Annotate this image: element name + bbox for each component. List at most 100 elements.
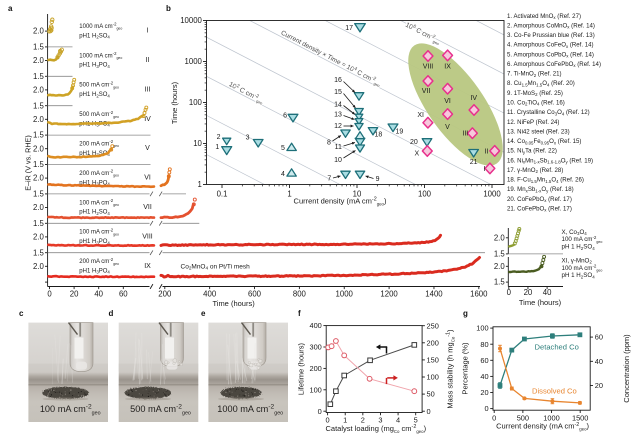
svg-text:0: 0	[492, 414, 496, 423]
svg-text:1000 mA cm-2​​geo​: 1000 mA cm-2​​geo​	[79, 22, 122, 31]
svg-text:pH1 H3​PO4​: pH1 H3​PO4​	[79, 180, 110, 186]
svg-text:2. Amorphous CoMnOx​ (Ref. 14): 2. Amorphous CoMnOx​ (Ref. 14)	[507, 22, 595, 29]
svg-text:I: I	[483, 166, 485, 173]
svg-text:5: 5	[414, 416, 418, 425]
svg-text:pH1 H2​SO4​: pH1 H2​SO4​	[79, 210, 110, 216]
svg-text:10. Co2​TiO4​ (Ref. 16): 10. Co2​TiO4​ (Ref. 16)	[507, 100, 565, 107]
svg-text:20: 20	[595, 381, 603, 390]
svg-text:2.0: 2.0	[33, 144, 45, 153]
svg-text:2.0: 2.0	[494, 233, 506, 242]
svg-text:250: 250	[427, 321, 439, 330]
svg-text:pH1 H3​PO4​: pH1 H3​PO4​	[79, 63, 110, 69]
svg-text:11. Crystalline Co3​O4​ (Ref.: 11. Crystalline Co3​O4​ (Ref. 12)	[507, 109, 590, 116]
svg-text:100 mA cm-2​​geo​: 100 mA cm-2​​geo​	[40, 404, 101, 417]
svg-text:c: c	[19, 309, 24, 318]
svg-text:60: 60	[119, 289, 128, 298]
svg-text:17: 17	[345, 25, 353, 32]
svg-text:7: 7	[327, 175, 331, 182]
svg-text:40: 40	[595, 357, 603, 366]
svg-text:III: III	[462, 130, 468, 137]
svg-text:Mass stability (h mgCo​-1​): Mass stability (h mgCo​-1​)	[446, 329, 456, 409]
svg-text:1: 1	[215, 144, 219, 151]
svg-text:1.5: 1.5	[33, 190, 45, 199]
svg-text:6. Amorphous CoFePbOx​ (Ref. 1: 6. Amorphous CoFePbOx​ (Ref. 14)	[507, 61, 601, 68]
svg-text:0: 0	[326, 416, 330, 425]
svg-text:19: 19	[396, 129, 404, 136]
svg-text:pH1 H3​PO4​: pH1 H3​PO4​	[79, 269, 110, 275]
svg-text:pH1 H2​SO4​: pH1 H2​SO4​	[79, 33, 110, 39]
svg-text:Co2​MnO4​ on Pt/Ti mesh: Co2​MnO4​ on Pt/Ti mesh	[181, 263, 251, 270]
svg-text:IX: IX	[144, 263, 151, 270]
svg-text:IV: IV	[144, 116, 151, 123]
svg-text:2.0: 2.0	[33, 233, 45, 242]
svg-text:X: X	[414, 151, 419, 158]
svg-text:Time (hours): Time (hours)	[519, 298, 562, 307]
svg-text:1200: 1200	[380, 289, 398, 298]
svg-text:100 mA cm-2​​geo​: 100 mA cm-2​​geo​	[79, 198, 119, 207]
svg-text:1000: 1000	[336, 289, 354, 298]
svg-text:Catalyst loading (mgCo​ cm-2​​: Catalyst loading (mgCo​ cm-2​​geo​)	[326, 424, 427, 434]
svg-text:Detached Co: Detached Co	[535, 342, 579, 351]
svg-text:pH1 H2​SO4​: pH1 H2​SO4​	[79, 92, 110, 98]
svg-text:1500: 1500	[572, 414, 588, 423]
svg-text:600: 600	[248, 289, 262, 298]
svg-text:500: 500	[517, 414, 529, 423]
svg-text:200 mA cm-2​​geo​: 200 mA cm-2​​geo​	[79, 139, 119, 148]
svg-text:100: 100	[309, 385, 321, 394]
svg-text:0: 0	[47, 289, 52, 298]
svg-text:1.5: 1.5	[33, 43, 45, 52]
svg-text:1: 1	[198, 180, 202, 189]
svg-text:800: 800	[293, 289, 307, 298]
svg-text:6: 6	[283, 113, 287, 120]
svg-text:21: 21	[470, 159, 478, 166]
svg-text:a: a	[8, 4, 13, 13]
svg-text:1400: 1400	[425, 289, 443, 298]
svg-text:pH 1 H2​SO4​: pH 1 H2​SO4​	[562, 272, 596, 279]
svg-text:1000: 1000	[185, 57, 203, 66]
svg-text:200 mA cm-2​​geo​: 200 mA cm-2​​geo​	[79, 257, 119, 266]
svg-text:0.1: 0.1	[217, 189, 228, 198]
svg-text:1: 1	[287, 189, 291, 198]
svg-text:g: g	[463, 309, 468, 318]
svg-text:20: 20	[524, 288, 533, 297]
svg-text:4: 4	[281, 171, 285, 178]
svg-text:1.5: 1.5	[494, 250, 506, 259]
svg-text:100: 100	[476, 324, 488, 333]
svg-text:40: 40	[94, 289, 103, 298]
svg-text:0: 0	[484, 404, 488, 413]
svg-text:2: 2	[217, 134, 221, 141]
svg-text:XI: XI	[417, 112, 424, 119]
svg-text:d: d	[109, 309, 114, 318]
svg-text:III: III	[145, 86, 151, 93]
svg-text:60: 60	[480, 356, 488, 365]
svg-text:e: e	[201, 309, 206, 318]
svg-text:II: II	[485, 149, 489, 156]
svg-text:X, Co3​O4​: X, Co3​O4​	[562, 229, 588, 236]
svg-text:18: 18	[375, 132, 383, 139]
svg-text:VI: VI	[144, 175, 151, 182]
svg-text:15: 15	[334, 89, 342, 96]
svg-text:Dissolved Co: Dissolved Co	[532, 387, 577, 396]
svg-text:200: 200	[309, 364, 321, 373]
svg-text:Time (hours): Time (hours)	[212, 299, 255, 308]
svg-text:VII: VII	[143, 204, 152, 211]
svg-text:VIII: VIII	[423, 64, 434, 71]
svg-text:2.0: 2.0	[33, 174, 45, 183]
svg-text:II: II	[146, 57, 150, 64]
svg-text:106​ C cm-2​​geo​: 106​ C cm-2​​geo​	[404, 20, 442, 46]
svg-text:Current density (mA cm-2​​geo​: Current density (mA cm-2​​geo​)	[294, 197, 387, 207]
svg-text:Percentage (%): Percentage (%)	[461, 342, 470, 395]
svg-text:15. Niy​Ta (Ref. 22): 15. Niy​Ta (Ref. 22)	[507, 148, 557, 155]
svg-text:2.0: 2.0	[33, 86, 45, 95]
svg-text:Concentration (ppm): Concentration (ppm)	[622, 334, 631, 403]
svg-text:80: 80	[480, 340, 488, 349]
svg-text:20: 20	[70, 289, 79, 298]
svg-text:Current density (mA cm-2​​geo​: Current density (mA cm-2​​geo​)	[496, 422, 589, 432]
svg-text:VI: VI	[444, 98, 451, 105]
svg-text:16: 16	[334, 77, 342, 84]
svg-text:40: 40	[480, 372, 488, 381]
svg-text:1.5: 1.5	[33, 160, 45, 169]
svg-text:500 mA cm-2​​geo​: 500 mA cm-2​​geo​	[79, 80, 119, 89]
svg-text:9: 9	[376, 176, 380, 183]
svg-text:500 mA cm-2​​geo​: 500 mA cm-2​​geo​	[130, 404, 191, 417]
